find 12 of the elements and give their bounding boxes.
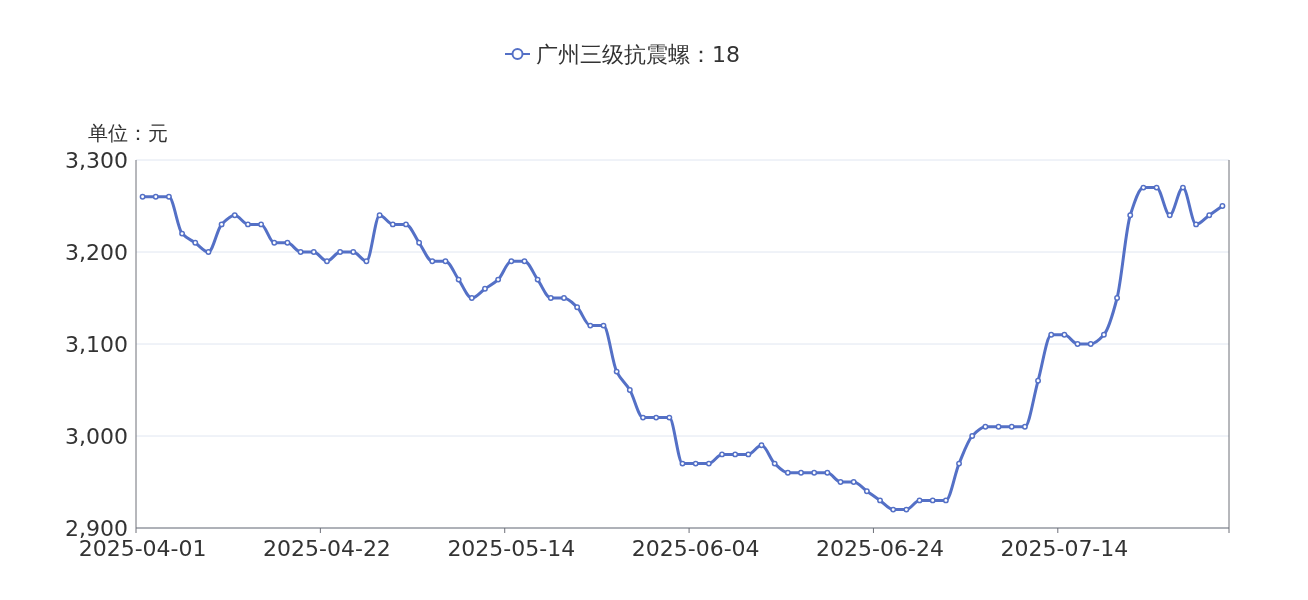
x-tick-label: 2025-06-04 bbox=[631, 536, 760, 561]
y-tick-label: 3,300 bbox=[65, 148, 128, 173]
y-tick-label: 3,100 bbox=[65, 332, 128, 357]
legend-label: 广州三级抗震螺：18 bbox=[536, 42, 740, 67]
x-tick-label: 2025-07-14 bbox=[1000, 536, 1129, 561]
y-tick-label: 3,000 bbox=[65, 424, 128, 449]
y-tick-label: 2,900 bbox=[65, 516, 128, 541]
y-tick-label: 3,200 bbox=[65, 240, 128, 265]
x-tick-label: 2025-05-14 bbox=[447, 536, 576, 561]
x-tick-label: 2025-04-22 bbox=[263, 536, 391, 561]
y-axis-title: 单位：元 bbox=[88, 121, 168, 145]
x-tick-label: 2025-06-24 bbox=[816, 536, 944, 561]
